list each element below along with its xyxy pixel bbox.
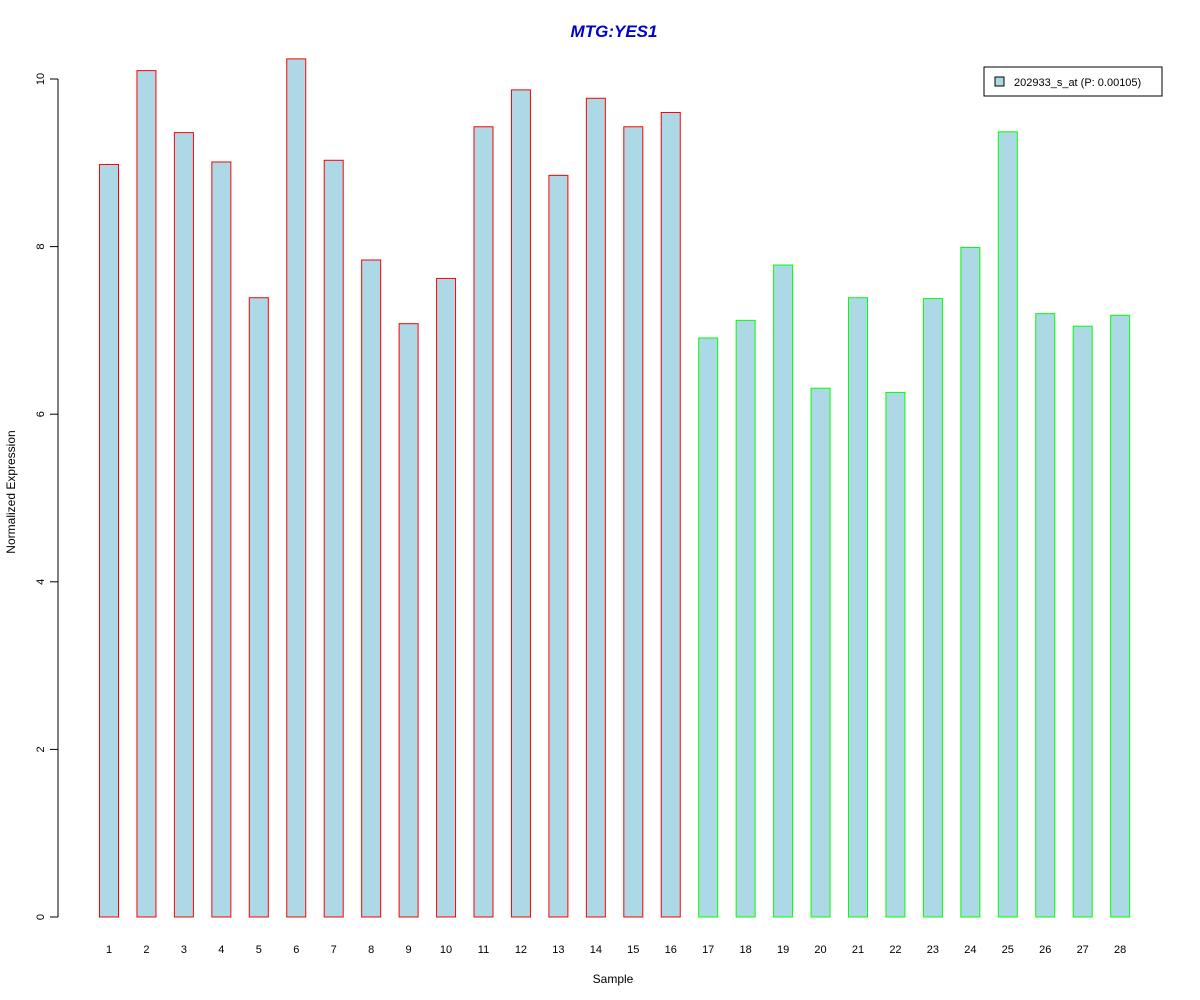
x-tick-label: 13 <box>552 944 564 956</box>
x-tick-label: 26 <box>1039 944 1051 956</box>
bar-sample-21 <box>848 297 868 918</box>
bar-sample-15 <box>623 126 644 918</box>
bar-sample-12 <box>510 89 531 918</box>
bar-sample-18 <box>735 319 756 918</box>
bar-sample-11 <box>473 126 494 918</box>
x-tick-label: 17 <box>702 944 714 956</box>
bar-sample-8 <box>361 259 382 918</box>
x-tick-label: 19 <box>777 944 789 956</box>
bars <box>99 58 1131 918</box>
legend-swatch <box>994 76 1005 87</box>
x-tick-label: 16 <box>665 944 677 956</box>
x-tick-label: 2 <box>143 944 149 956</box>
y-tick-label: 6 <box>35 411 47 417</box>
x-tick-label: 6 <box>293 944 299 956</box>
x-tick-label: 10 <box>440 944 452 956</box>
x-tick-label: 24 <box>964 944 976 956</box>
bar-sample-28 <box>1110 314 1131 918</box>
x-axis-label: Sample <box>593 972 634 986</box>
bar-sample-5 <box>248 297 269 918</box>
x-tick-label: 14 <box>590 944 602 956</box>
bar-sample-16 <box>660 112 681 918</box>
x-axis: 1 2 3 4 5 6 7 8 9 10 11 12 13 14 15 16 17 18 19 20 21 22 23 24 2… <box>106 944 1126 956</box>
x-tick-label: 28 <box>1114 944 1126 956</box>
bar-sample-14 <box>585 97 606 918</box>
legend: 202933_s_at (P: 0.00105) <box>983 66 1163 97</box>
bar-sample-20 <box>810 387 831 918</box>
bar-sample-4 <box>211 161 232 918</box>
legend-label: 202933_s_at (P: 0.00105) <box>1014 77 1141 89</box>
chart-title: MTG:YES1 <box>571 22 658 41</box>
bar-sample-19 <box>773 264 794 918</box>
y-tick-label: 2 <box>35 746 47 752</box>
bar-sample-23 <box>922 298 943 918</box>
bar-sample-6 <box>286 58 307 918</box>
legend-box <box>983 66 1163 97</box>
y-tick-label: 8 <box>35 244 47 250</box>
x-tick-label: 3 <box>181 944 187 956</box>
bar-sample-26 <box>1035 313 1056 918</box>
x-tick-label: 22 <box>889 944 901 956</box>
x-tick-label: 23 <box>927 944 939 956</box>
x-tick-label: 1 <box>106 944 112 956</box>
bar-sample-3 <box>173 132 194 918</box>
x-tick-label: 18 <box>740 944 752 956</box>
bar-sample-2 <box>136 70 157 918</box>
x-tick-label: 9 <box>406 944 412 956</box>
y-tick-label: 4 <box>35 579 47 585</box>
bar-sample-24 <box>960 246 981 918</box>
y-axis-label: Normalized Expression <box>4 430 18 553</box>
x-tick-label: 21 <box>852 944 864 956</box>
x-tick-label: 25 <box>1002 944 1014 956</box>
y-axis: 0 2 4 6 8 10 <box>35 73 59 920</box>
x-tick-label: 15 <box>627 944 639 956</box>
x-tick-label: 4 <box>218 944 224 956</box>
bar-sample-7 <box>323 159 344 918</box>
y-tick-label: 0 <box>35 914 47 920</box>
bar-sample-25 <box>997 131 1018 918</box>
bar-sample-27 <box>1072 325 1093 918</box>
bar-sample-1 <box>99 163 119 918</box>
x-tick-label: 12 <box>515 944 527 956</box>
x-tick-label: 27 <box>1077 944 1089 956</box>
bar-sample-10 <box>436 277 457 918</box>
x-tick-label: 5 <box>256 944 262 956</box>
bar-sample-13 <box>548 174 569 918</box>
bar-sample-17 <box>698 337 719 918</box>
x-tick-label: 8 <box>368 944 374 956</box>
x-tick-label: 11 <box>478 944 489 956</box>
x-tick-label: 7 <box>331 944 337 956</box>
x-tick-label: 20 <box>814 944 826 956</box>
bar-sample-9 <box>398 323 419 918</box>
y-tick-label: 10 <box>35 73 47 85</box>
bar-sample-22 <box>885 391 906 918</box>
